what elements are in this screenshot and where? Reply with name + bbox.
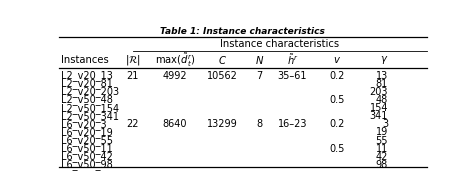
Text: 48: 48 xyxy=(376,95,388,105)
Text: 10562: 10562 xyxy=(207,71,238,81)
Text: 8: 8 xyxy=(256,119,263,129)
Text: 13299: 13299 xyxy=(207,119,238,129)
Text: 4992: 4992 xyxy=(163,71,187,81)
Text: 203: 203 xyxy=(370,87,388,97)
Text: L6_v20_19: L6_v20_19 xyxy=(61,127,113,138)
Text: $v$: $v$ xyxy=(333,55,341,65)
Text: 81: 81 xyxy=(376,79,388,89)
Text: 0.2: 0.2 xyxy=(329,71,344,81)
Text: L6_v50_98: L6_v50_98 xyxy=(61,159,113,170)
Text: $\gamma$: $\gamma$ xyxy=(380,54,388,66)
Text: $\tilde{h}^r$: $\tilde{h}^r$ xyxy=(287,53,298,68)
Text: 3: 3 xyxy=(382,119,388,129)
Text: 22: 22 xyxy=(127,119,139,129)
Text: $N$: $N$ xyxy=(255,54,264,66)
Text: 13: 13 xyxy=(376,71,388,81)
Text: L2_v50_154: L2_v50_154 xyxy=(61,103,119,114)
Text: L2_v20_81: L2_v20_81 xyxy=(61,78,113,89)
Text: L2_v50_341: L2_v50_341 xyxy=(61,111,119,122)
Text: 154: 154 xyxy=(370,103,388,113)
Text: L2_v50_48: L2_v50_48 xyxy=(61,95,113,105)
Text: $|\mathcal{R}|$: $|\mathcal{R}|$ xyxy=(125,53,141,67)
Text: $C$: $C$ xyxy=(218,54,227,66)
Text: 8640: 8640 xyxy=(163,119,187,129)
Text: L2_v20_13: L2_v20_13 xyxy=(61,70,113,81)
Text: 11: 11 xyxy=(376,144,388,154)
Text: 341: 341 xyxy=(370,111,388,121)
Text: 21: 21 xyxy=(127,71,139,81)
Text: 19: 19 xyxy=(376,127,388,137)
Text: 7: 7 xyxy=(256,71,263,81)
Text: Instance characteristics: Instance characteristics xyxy=(220,39,339,49)
Text: 0.5: 0.5 xyxy=(329,95,344,105)
Text: 98: 98 xyxy=(376,160,388,170)
Text: max$(\tilde{d}_t^r)$: max$(\tilde{d}_t^r)$ xyxy=(155,51,195,69)
Text: 55: 55 xyxy=(375,136,388,146)
Text: L6_v20_3: L6_v20_3 xyxy=(61,119,107,130)
Text: L2_v20_203: L2_v20_203 xyxy=(61,86,119,97)
Text: 16–23: 16–23 xyxy=(278,119,307,129)
Text: L6_v50_11: L6_v50_11 xyxy=(61,143,113,154)
Text: L6_v20_55: L6_v20_55 xyxy=(61,135,113,146)
Text: 35–61: 35–61 xyxy=(278,71,307,81)
Text: Instances: Instances xyxy=(61,55,109,65)
Text: Table 1: Instance characteristics: Table 1: Instance characteristics xyxy=(161,27,325,36)
Text: 42: 42 xyxy=(376,152,388,162)
Text: L6_v50_42: L6_v50_42 xyxy=(61,151,113,162)
Text: 0.2: 0.2 xyxy=(329,119,344,129)
Text: 0.5: 0.5 xyxy=(329,144,344,154)
